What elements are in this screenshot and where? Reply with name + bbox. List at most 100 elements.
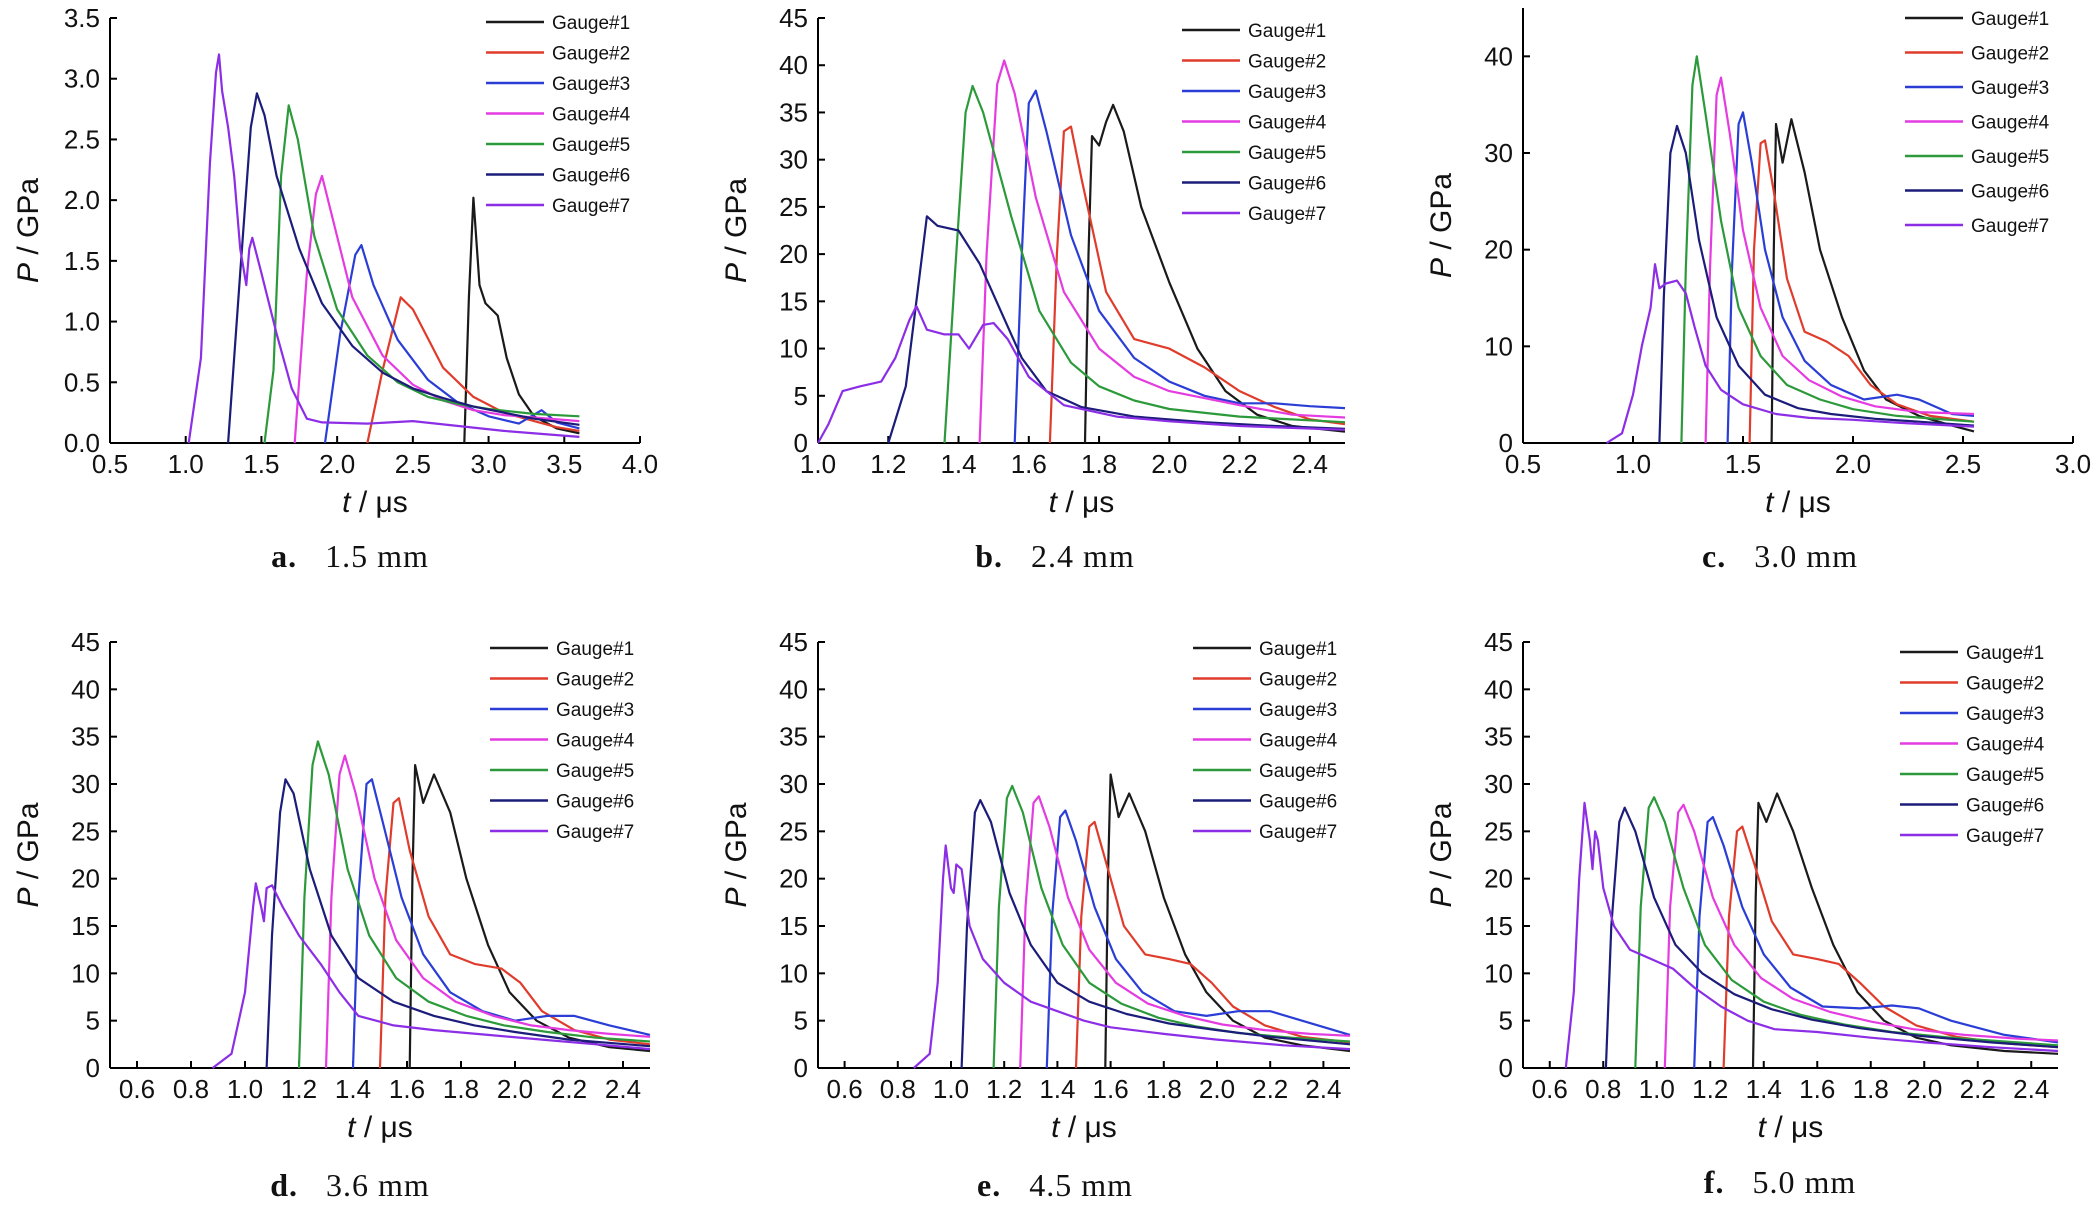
x-axis-variable: t: [1765, 486, 1775, 519]
x-tick-label: 2.4: [1292, 449, 1328, 479]
y-tick-label: 0: [86, 1053, 100, 1083]
x-tick-label: 2.0: [1199, 1074, 1235, 1104]
series-line-2: [1748, 139, 1975, 444]
y-axis-title: P / GPa: [12, 178, 45, 283]
x-tick-label: 3.0: [2055, 449, 2091, 479]
chart-panel-3: 0 10 20 30 40 0.5 1.0 1.5 2.0 2.5 3.0 t / μs P / GPa…: [1425, 8, 2091, 574]
legend-label: Gauge#7: [556, 822, 634, 843]
x-tick-label: 1.0: [933, 1074, 969, 1104]
x-tick-label: 2.5: [395, 449, 431, 479]
x-tick-label: 2.4: [1305, 1074, 1341, 1104]
x-axis-unit: / μs: [356, 1111, 413, 1144]
y-axis-variable: P: [12, 888, 45, 908]
legend-label: Gauge#4: [552, 105, 631, 126]
legend-label: Gauge#3: [1971, 78, 2049, 99]
y-axis-unit: / GPa: [12, 178, 45, 263]
x-tick-label: 2.2: [1960, 1074, 1996, 1104]
y-tick-label: 40: [779, 50, 808, 80]
y-tick-label: 5: [794, 381, 808, 411]
y-tick-label: 5: [794, 1006, 808, 1036]
legend-label: Gauge#1: [556, 639, 634, 660]
panel-caption: c. 3.0 mm: [1702, 538, 1858, 574]
series-line-4: [293, 174, 580, 444]
y-tick-label: 40: [71, 674, 100, 704]
x-tick-label: 2.5: [1945, 449, 1981, 479]
x-tick-label: 4.0: [622, 449, 658, 479]
y-tick-label: 45: [779, 3, 808, 33]
x-tick-label: 1.2: [281, 1074, 317, 1104]
y-tick-label: 25: [1484, 816, 1513, 846]
x-tick-label: 1.4: [335, 1074, 371, 1104]
x-tick-label: 1.2: [870, 449, 906, 479]
y-tick-label: 2.5: [64, 124, 100, 154]
y-tick-label: 25: [779, 192, 808, 222]
legend-label: Gauge#1: [1971, 9, 2049, 30]
x-tick-label: 2.0: [1906, 1074, 1942, 1104]
chart-panel-6: 0 5 10 15 20 25 30 35 40 45 0.6 0.8 1.0 1.2 1.4 1.6 1.8 2…: [1425, 627, 2059, 1200]
x-tick-label: 0.5: [92, 449, 128, 479]
y-tick-label: 35: [1484, 722, 1513, 752]
x-tick-label: 1.2: [986, 1074, 1022, 1104]
x-tick-label: 1.0: [1615, 449, 1651, 479]
y-tick-label: 10: [1484, 331, 1513, 361]
x-axis-unit: / μs: [1766, 1111, 1823, 1144]
y-tick-label: 25: [71, 816, 100, 846]
legend-label: Gauge#6: [1259, 792, 1337, 813]
legend-label: Gauge#6: [552, 166, 630, 187]
y-tick-label: 2.0: [64, 185, 100, 215]
legend-label: Gauge#2: [556, 670, 634, 691]
series-line-4: [1019, 795, 1351, 1069]
series-line-6: [887, 215, 1346, 444]
x-axis-title: t / μs: [342, 486, 408, 519]
y-tick-label: 35: [779, 722, 808, 752]
panel-caption: f. 5.0 mm: [1704, 1164, 1856, 1200]
caption-letter: b.: [975, 538, 1003, 574]
y-tick-label: 45: [779, 627, 808, 657]
x-axis-variable: t: [347, 1111, 357, 1144]
x-tick-label: 2.0: [497, 1074, 533, 1104]
y-axis-title: P / GPa: [1425, 802, 1458, 907]
x-tick-label: 2.0: [319, 449, 355, 479]
y-tick-label: 3.5: [64, 3, 100, 33]
legend-label: Gauge#6: [1971, 182, 2049, 203]
series-line-3: [351, 778, 651, 1069]
x-tick-label: 1.8: [1146, 1074, 1182, 1104]
x-tick-label: 1.0: [1639, 1074, 1675, 1104]
legend-label: Gauge#5: [1966, 765, 2044, 786]
x-axis-variable: t: [1051, 1111, 1061, 1144]
y-tick-label: 0: [1499, 428, 1513, 458]
legend-label: Gauge#7: [1259, 822, 1337, 843]
chart-panel-1: 0.00.51.01.52.02.53.03.50.5 1.0 1.5 2.0 2.5 3…: [12, 3, 658, 574]
x-tick-label: 1.8: [1081, 449, 1117, 479]
y-tick-label: 0.5: [64, 367, 100, 397]
y-tick-label: 3.0: [64, 64, 100, 94]
series-line-6: [960, 799, 1351, 1069]
legend-label: Gauge#1: [1248, 21, 1326, 42]
legend-label: Gauge#2: [552, 44, 630, 65]
x-tick-label: 1.4: [1039, 1074, 1075, 1104]
legend-label: Gauge#4: [1248, 113, 1327, 134]
x-tick-label: 2.0: [1151, 449, 1187, 479]
y-tick-label: 20: [779, 864, 808, 894]
y-tick-label: 25: [779, 816, 808, 846]
x-tick-label: 2.2: [1252, 1074, 1288, 1104]
x-tick-label: 2.2: [551, 1074, 587, 1104]
x-tick-label: 1.8: [1853, 1074, 1889, 1104]
y-tick-label: 30: [1484, 138, 1513, 168]
x-axis-variable: t: [1758, 1111, 1768, 1144]
legend-label: Gauge#6: [1248, 174, 1326, 195]
legend-label: Gauge#3: [1248, 82, 1326, 103]
chart-panel-2: 0 5 10 15 20 25 30 35 40 45 1.0 1.2 1.4 1.6 1.8 2.0 2.2 2…: [720, 3, 1346, 574]
legend-label: Gauge#7: [1966, 826, 2044, 847]
y-tick-label: 30: [71, 769, 100, 799]
y-tick-label: 0: [794, 1053, 808, 1083]
series-line-7: [211, 882, 651, 1069]
series-line-7: [913, 844, 1351, 1069]
legend-label: Gauge#7: [1971, 216, 2049, 237]
series-line-3: [1726, 111, 1975, 444]
y-axis-variable: P: [720, 263, 753, 283]
legend-label: Gauge#5: [556, 761, 634, 782]
y-tick-label: 40: [779, 674, 808, 704]
series-line-6: [1658, 124, 1975, 444]
